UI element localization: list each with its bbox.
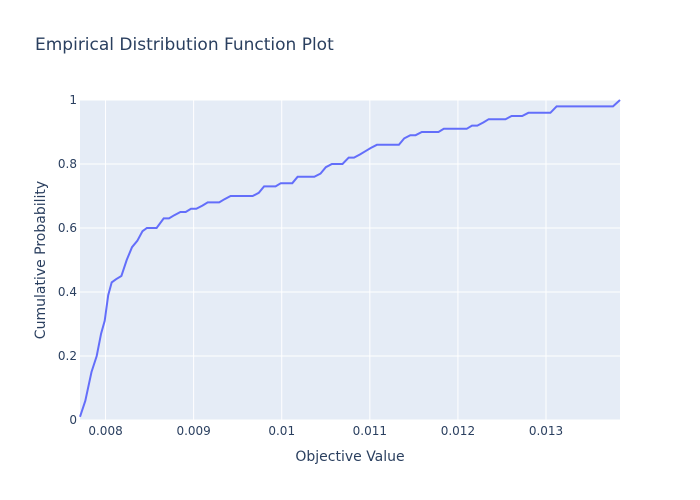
chart-title: Empirical Distribution Function Plot <box>35 35 334 55</box>
x-tick-label: 0.009 <box>176 424 210 438</box>
x-tick-label: 0.011 <box>353 424 387 438</box>
y-tick-label: 1 <box>69 93 77 107</box>
x-axis-ticks: 0.008 0.009 0.01 0.011 0.012 0.013 <box>88 424 563 438</box>
ecdf-line <box>79 99 621 418</box>
y-tick-label: 0 <box>69 413 77 427</box>
y-axis-ticks: 0 0.2 0.4 0.6 0.8 1 <box>58 93 77 427</box>
y-tick-label: 0.4 <box>58 285 77 299</box>
x-tick-label: 0.012 <box>441 424 475 438</box>
grid-lines <box>80 99 620 421</box>
y-tick-label: 0.6 <box>58 221 77 235</box>
x-tick-label: 0.008 <box>88 424 122 438</box>
x-axis-title: Objective Value <box>295 449 404 465</box>
y-tick-label: 0.8 <box>58 157 77 171</box>
y-tick-label: 0.2 <box>58 349 77 363</box>
y-axis-title: Cumulative Probability <box>33 181 49 339</box>
plot-area <box>80 100 620 420</box>
x-tick-label: 0.01 <box>268 424 295 438</box>
x-tick-label: 0.013 <box>529 424 563 438</box>
